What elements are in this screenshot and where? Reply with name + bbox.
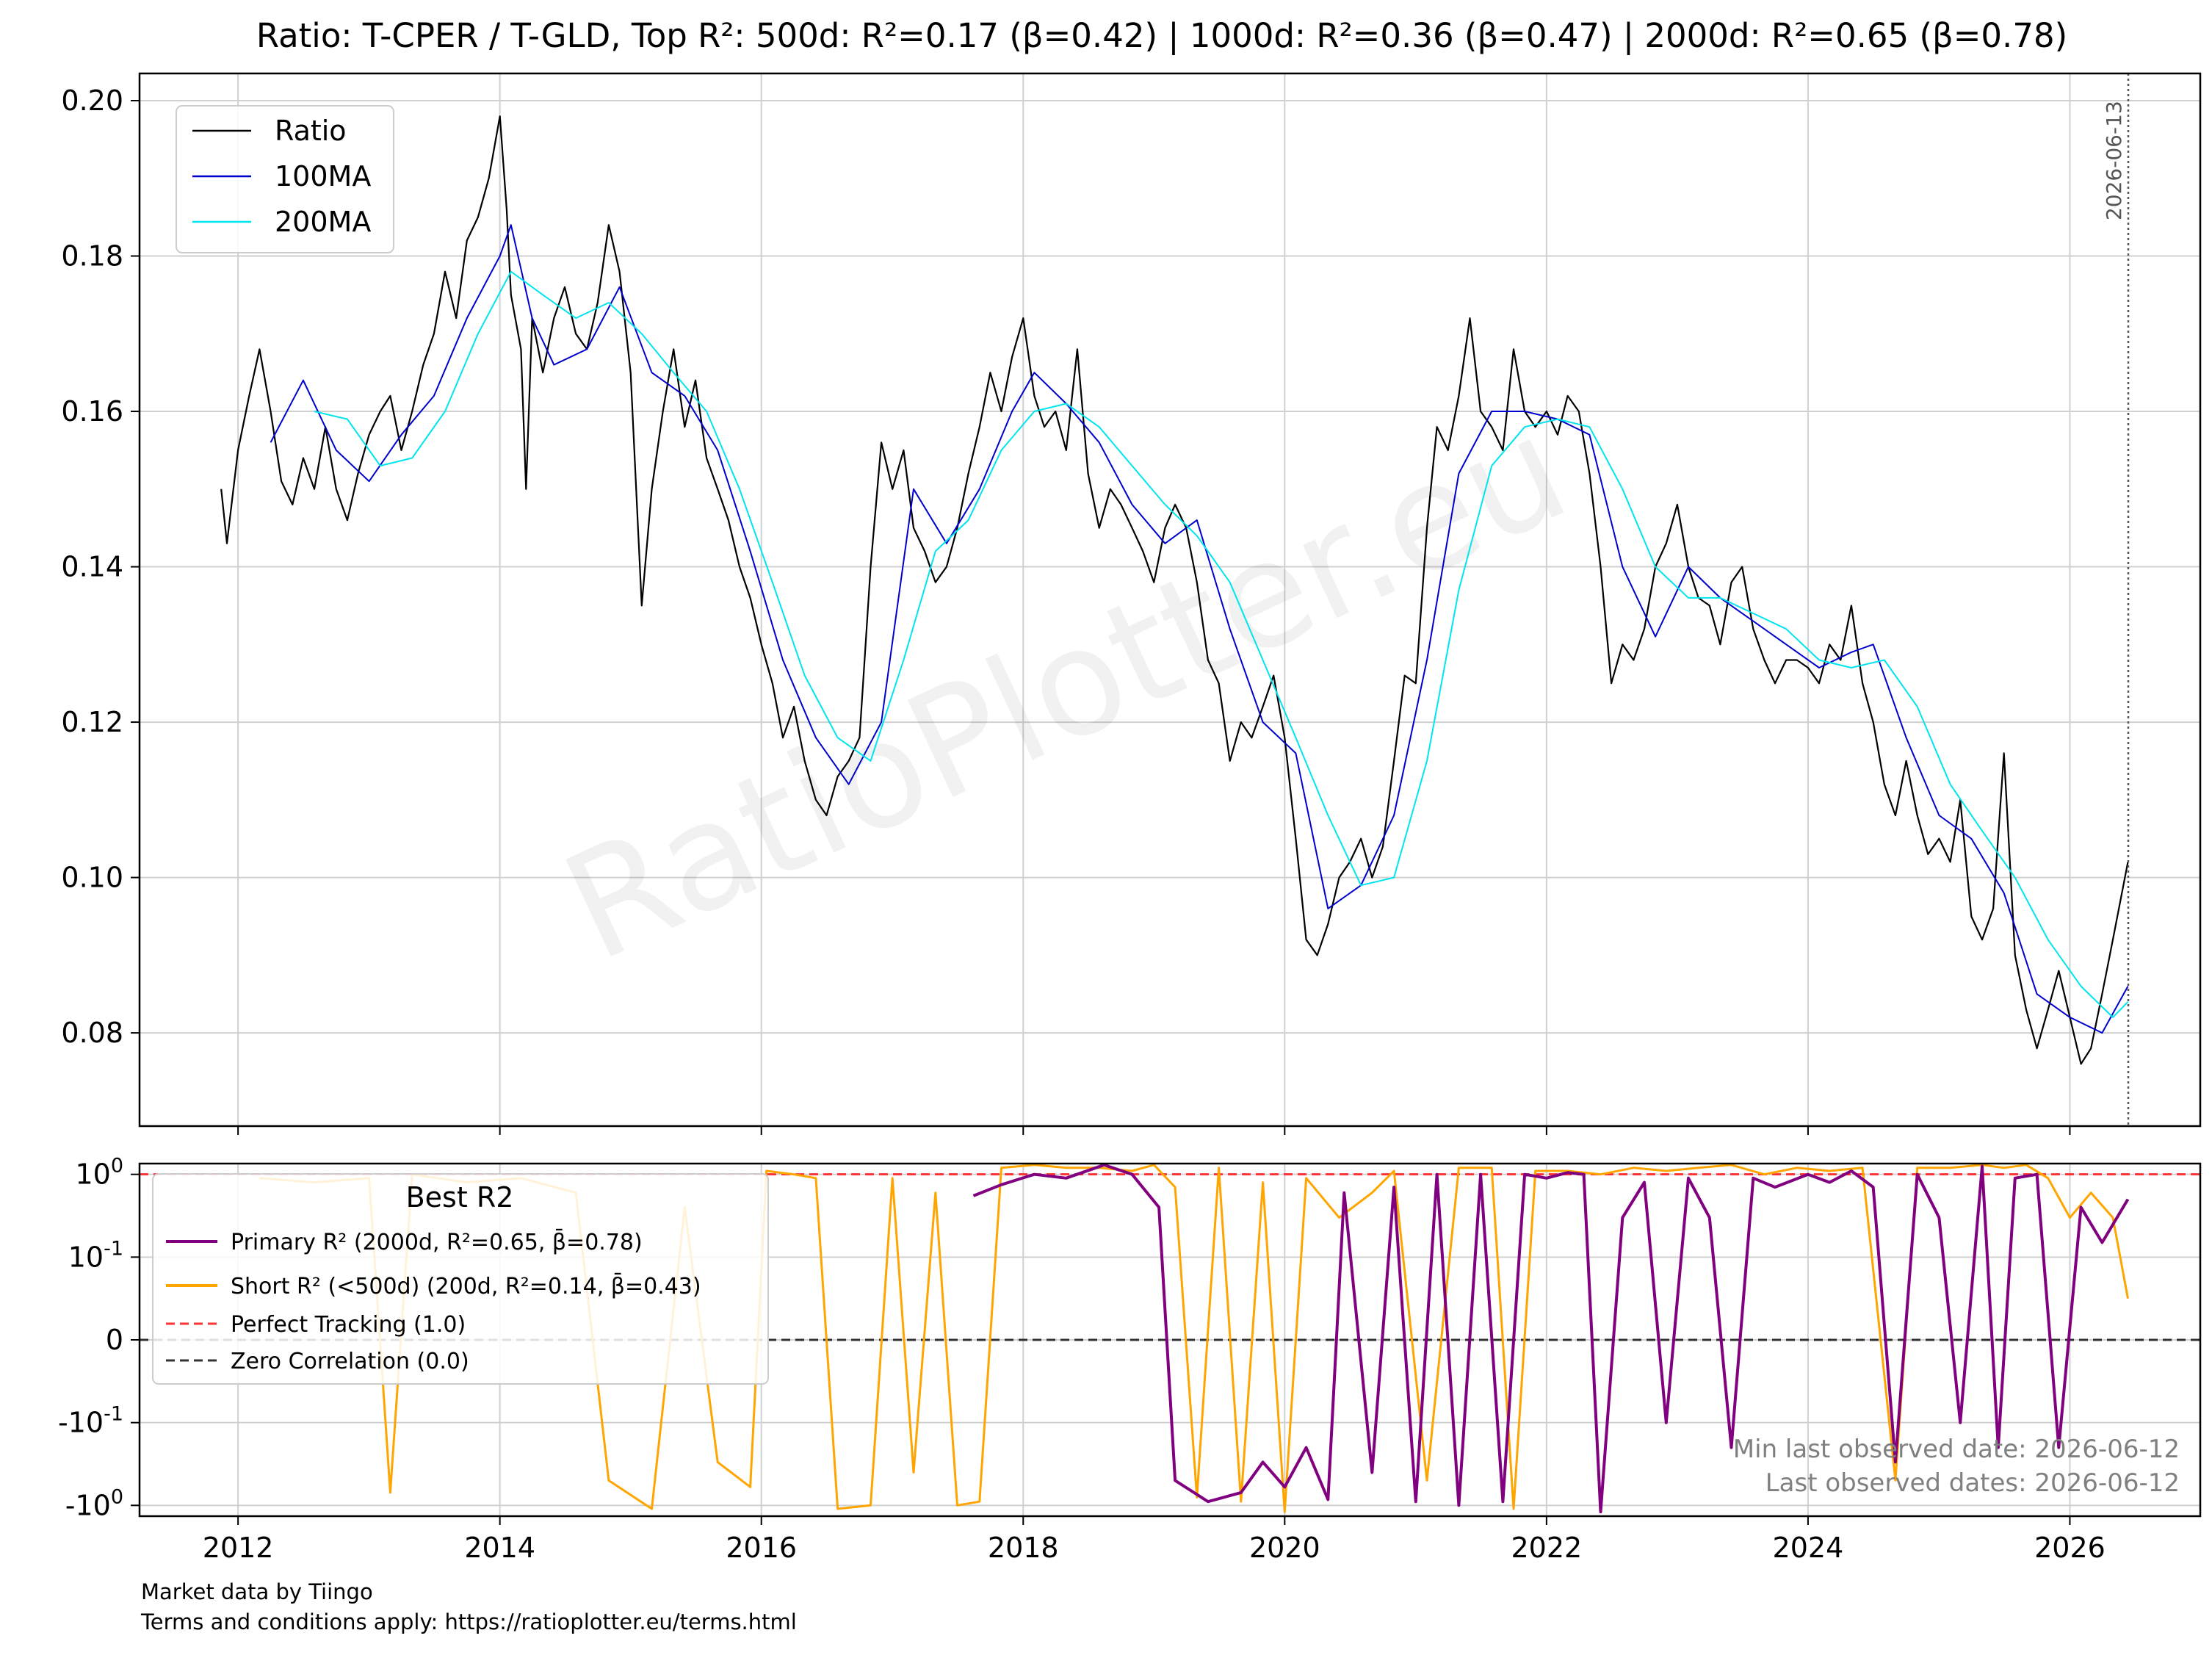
top-y-tick-label: 0.12 xyxy=(61,706,123,738)
top-grid xyxy=(140,73,2200,1126)
top-y-tick-label: 0.10 xyxy=(61,862,123,894)
top-legend-box xyxy=(176,105,394,253)
series-line-200ma xyxy=(314,270,2129,1018)
legend-label-perfect: Perfect Tracking (1.0) xyxy=(231,1312,466,1338)
bottom-y-tick-label: -10-1 xyxy=(58,1403,123,1439)
legend-label-short: Short R² (<500d) (200d, R²=0.14, β̄=0.43… xyxy=(231,1273,701,1299)
footer-data-source: Market data by Tiingo xyxy=(141,1579,373,1604)
top-series-group xyxy=(220,115,2129,1065)
legend-label-primary: Primary R² (2000d, R²=0.65, β̄=0.78) xyxy=(231,1229,643,1255)
bottom-x-ticks: 2012 2014 2016 2018 2020 2022 2024 2026 xyxy=(203,1516,2106,1564)
bottom-y-tick-label: 10-1 xyxy=(68,1237,123,1273)
footer-terms: Terms and conditions apply: https://rati… xyxy=(140,1609,797,1634)
bottom-legend: Best R2 Primary R² (2000d, R²=0.65, β̄=0… xyxy=(152,1173,769,1385)
bottom-y-tick-label: -100 xyxy=(65,1485,123,1521)
top-plot-frame xyxy=(138,72,2202,1128)
series-line-100ma xyxy=(270,224,2129,1034)
legend-label-200ma: 200MA xyxy=(275,206,371,238)
chart-title: Ratio: T-CPER / T-GLD, Top R²: 500d: R²=… xyxy=(256,16,2067,55)
top-x-ticks xyxy=(237,1126,2071,1135)
primary-r2-line xyxy=(972,1163,2130,1514)
legend-label-ratio: Ratio xyxy=(275,115,347,147)
x-tick-label: 2012 xyxy=(203,1532,274,1564)
x-tick-label: 2022 xyxy=(1511,1532,1583,1564)
x-tick-label: 2024 xyxy=(1773,1532,1844,1564)
x-tick-label: 2016 xyxy=(726,1532,797,1564)
bottom-legend-box xyxy=(152,1173,769,1385)
observation-date-label: 2026-06-13 xyxy=(2102,101,2126,220)
top-legend: Ratio 100MA 200MA xyxy=(176,105,394,253)
x-tick-label: 2026 xyxy=(2034,1532,2106,1564)
x-tick-label: 2014 xyxy=(464,1532,535,1564)
top-y-tick-label: 0.20 xyxy=(61,84,123,117)
legend-label-zero: Zero Correlation (0.0) xyxy=(231,1349,469,1374)
min-last-observed-note: Min last observed date: 2026-06-12 xyxy=(1733,1435,2180,1464)
x-tick-label: 2020 xyxy=(1249,1532,1320,1564)
bottom-legend-title: Best R2 xyxy=(406,1181,514,1214)
bottom-y-tick-label: 100 xyxy=(75,1155,123,1191)
bottom-y-ticks: 100 10-1 0 -10-1 -100 xyxy=(58,1155,140,1521)
x-tick-label: 2018 xyxy=(988,1532,1059,1564)
last-observed-note: Last observed dates: 2026-06-12 xyxy=(1765,1468,2180,1498)
top-y-ticks: 0.08 0.10 0.12 0.14 0.16 0.18 0.20 xyxy=(61,84,140,1049)
top-y-tick-label: 0.14 xyxy=(61,551,123,583)
bottom-y-tick-label: 0 xyxy=(106,1324,123,1356)
top-y-tick-label: 0.18 xyxy=(61,240,123,273)
series-line-ratio xyxy=(220,115,2129,1065)
legend-label-100ma: 100MA xyxy=(275,160,371,192)
observation-vline: 2026-06-13 xyxy=(2102,73,2130,1126)
top-y-tick-label: 0.08 xyxy=(61,1017,123,1049)
top-y-tick-label: 0.16 xyxy=(61,395,123,428)
